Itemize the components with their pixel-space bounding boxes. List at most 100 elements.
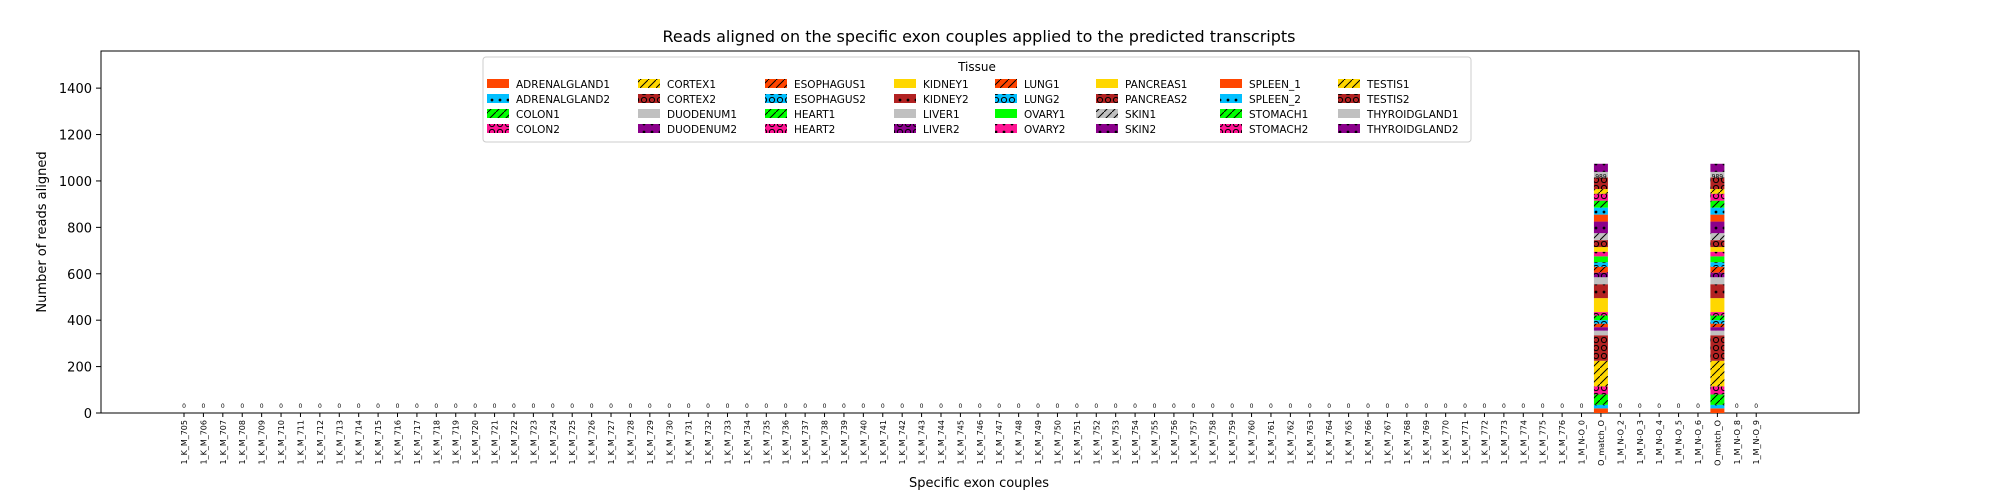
bar-segment-colon1: [1710, 394, 1725, 405]
legend-label: OVARY1: [1024, 109, 1066, 121]
bar-segment-liver2: [1710, 272, 1725, 278]
y-axis: 0 200 400 600 800 1000 1200 1400: [59, 82, 101, 422]
bar-segment-lung2: [1710, 262, 1725, 267]
bar-value-label: 0: [201, 403, 205, 410]
x-tick-label: 1_K_M_736: [782, 420, 791, 465]
bar-segment-spleen_1: [1710, 214, 1725, 222]
bar-value-label: 0: [1521, 403, 1525, 410]
bar-segment-stomach1: [1710, 200, 1725, 208]
bar-segment-cortex2: [1593, 335, 1608, 361]
x-tick-label: 1_K_M_771: [1461, 420, 1470, 465]
legend-swatch: [765, 79, 787, 88]
bar-value-label: 0: [221, 403, 225, 410]
bar-value-label: 0: [570, 403, 574, 410]
x-tick-label: 1_K_M_715: [374, 420, 383, 465]
bar-segment-testis2: [1710, 177, 1725, 190]
bar-segment-testis2: [1593, 177, 1608, 190]
x-tick-label: 1_K_M_761: [1267, 420, 1276, 465]
x-tick-label: 1_K_M_719: [452, 420, 461, 465]
bar-segment-spleen_2: [1710, 207, 1725, 215]
bar-segment-spleen_1: [1593, 214, 1608, 222]
x-tick-label: 1_K_M_727: [607, 420, 616, 465]
legend-label: PANCREAS2: [1125, 94, 1188, 106]
x-tick-label: 1_K_M_729: [646, 420, 655, 465]
bar-segment-thyroidgland1: [1593, 171, 1608, 178]
bar-value-label: 0: [337, 403, 341, 410]
bar-value-label: 0: [939, 403, 943, 410]
bar-segment-kidney2: [1710, 284, 1725, 299]
bar-value-label: 0: [1677, 403, 1681, 410]
bar-value-label: 0: [454, 403, 458, 410]
x-tick-label: 1_K_M_717: [413, 420, 422, 465]
legend-label: STOMACH2: [1249, 124, 1308, 136]
x-tick-label: 1_M_N-O_9: [1752, 420, 1761, 464]
legend-label: SKIN2: [1125, 124, 1156, 136]
bar-value-label: 0: [1463, 403, 1467, 410]
bar-segment-duodenum2: [1593, 327, 1608, 331]
bar-segment-heart2: [1710, 312, 1725, 316]
x-tick-label: 1_K_M_728: [626, 420, 635, 465]
bar-segment-stomach2: [1710, 193, 1725, 201]
legend-label: CORTEX1: [667, 79, 716, 91]
bar-value-label: 0: [1250, 403, 1254, 410]
legend-swatch: [894, 79, 916, 88]
x-axis: 1_K_M_705 1_K_M_706 1_K_M_707 1_K_M_708 1_K_…: [180, 413, 1761, 466]
legend-swatch: [894, 124, 916, 133]
x-tick-label: 1_M_N-O_2: [1616, 420, 1625, 464]
bar-segment-heart2: [1593, 312, 1608, 316]
bar-value-label: 0: [1502, 403, 1506, 410]
bar-value-label: 0: [299, 403, 303, 410]
bar-segment-adrenalgland1: [1710, 408, 1725, 413]
legend-label: THYROIDGLAND1: [1366, 109, 1459, 121]
x-tick-label: 1_K_M_751: [1073, 420, 1082, 465]
legend-swatch: [487, 79, 509, 88]
x-tick-label: 1_K_M_742: [898, 420, 907, 465]
x-tick-label: 1_K_M_775: [1539, 420, 1548, 465]
x-tick-label: 1_K_M_705: [180, 420, 189, 465]
bar-segment-ovary1: [1593, 256, 1608, 263]
legend-swatch: [1338, 124, 1360, 133]
x-tick-label: 1_K_M_712: [316, 420, 325, 465]
bar-value-label: 0: [1541, 403, 1545, 410]
x-tick-label: O_match_O: [1597, 420, 1606, 466]
bar-segment-cortex2: [1710, 335, 1725, 361]
legend-swatch: [1096, 94, 1118, 103]
x-tick-label: 1_K_M_757: [1189, 420, 1198, 465]
bar-value-label: 0: [881, 403, 885, 410]
legend-label: SPLEEN_1: [1249, 79, 1301, 91]
legend-label: LIVER1: [923, 109, 960, 121]
bar-value-label: 0: [861, 403, 865, 410]
x-tick-label: 1_K_M_744: [937, 420, 946, 465]
legend-swatch: [894, 94, 916, 103]
x-tick-label: 1_K_M_707: [219, 420, 228, 465]
bar-value-label: 0: [1230, 403, 1234, 410]
x-tick-label: 1_K_M_714: [355, 420, 364, 465]
bar-value-label: 0: [1444, 403, 1448, 410]
bar-segment-kidney1: [1593, 298, 1608, 313]
legend-label: LUNG1: [1024, 79, 1060, 91]
x-tick-label: 1_K_M_733: [723, 420, 732, 465]
bar-segment-pancreas2: [1593, 240, 1608, 248]
bar-value-label: 0: [357, 403, 361, 410]
bar-segment-esophagus2: [1593, 320, 1608, 324]
x-tick-label: 1_K_M_706: [199, 420, 208, 465]
bar-value-label: 0: [745, 403, 749, 410]
bar-segment-duodenum2: [1710, 327, 1725, 331]
bars-layer: 0 0 0 0 0 0 0 0 0 0 0 0 0 0 0 0 0 0 0 0 0 0 0 0 0 0 0 0 0 0 0 0 0 0 0 0 0 0 0 0…: [182, 163, 1758, 413]
bar-segment-pancreas1: [1710, 247, 1725, 252]
bar-segment-lung1: [1710, 266, 1725, 273]
legend-swatch: [1338, 79, 1360, 88]
bar-value-label: 0: [376, 403, 380, 410]
y-tick-label: 1400: [59, 82, 92, 97]
legend-label: HEART1: [794, 109, 835, 121]
legend-label: SPLEEN_2: [1249, 94, 1301, 106]
legend-swatch: [765, 94, 787, 103]
bar-value-label: 0: [1696, 403, 1700, 410]
bar-segment-duodenum1: [1710, 330, 1725, 336]
bar-value-label: 0: [978, 403, 982, 410]
bar-value-label: 0: [920, 403, 924, 410]
bar-segment-esophagus1: [1710, 323, 1725, 328]
x-tick-label: 1_K_M_711: [296, 420, 305, 465]
legend-label: DUODENUM1: [667, 109, 737, 121]
